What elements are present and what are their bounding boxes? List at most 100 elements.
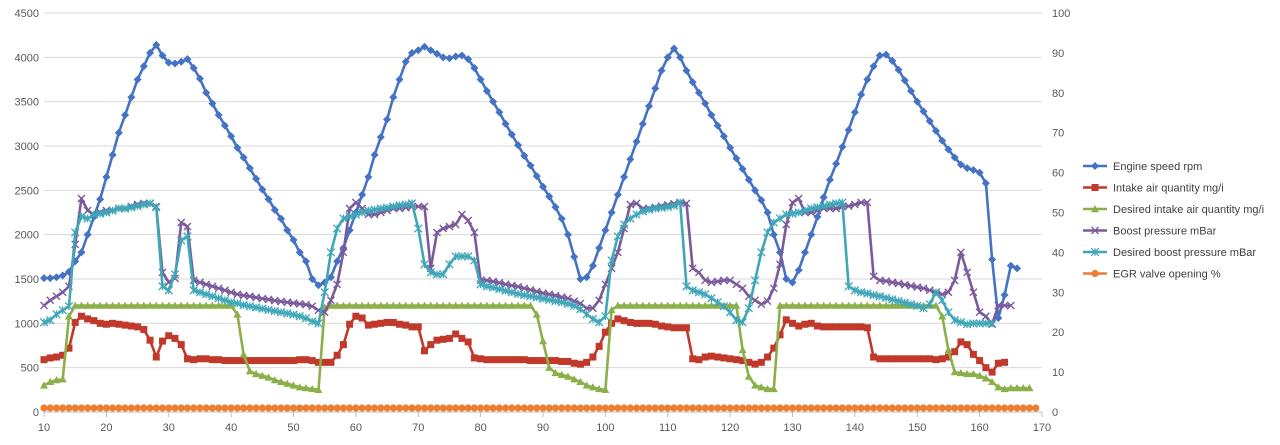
x-tick-label: 40	[225, 422, 237, 434]
data-point	[389, 301, 398, 309]
data-point	[420, 260, 429, 269]
data-point	[133, 404, 142, 412]
data-point	[664, 404, 672, 412]
data-point	[676, 301, 685, 309]
data-point	[389, 93, 398, 102]
data-point	[457, 51, 466, 60]
data-point	[875, 292, 885, 301]
data-point	[408, 323, 416, 331]
data-point	[794, 301, 803, 309]
data-point	[296, 356, 304, 364]
data-point	[239, 291, 248, 300]
data-point	[127, 322, 135, 330]
data-point	[569, 301, 579, 311]
data-point	[912, 301, 922, 311]
data-point	[439, 224, 448, 233]
data-point	[913, 283, 922, 292]
data-point	[445, 404, 454, 412]
y-tick-label: 0	[33, 407, 39, 419]
data-point	[464, 404, 472, 412]
data-point	[726, 276, 735, 285]
data-point	[183, 355, 191, 363]
data-point	[1006, 261, 1015, 270]
data-point	[308, 357, 316, 365]
data-point	[794, 266, 803, 275]
data-point	[894, 301, 903, 309]
data-point	[408, 48, 417, 57]
data-point	[944, 404, 953, 412]
data-point	[863, 75, 872, 84]
x-tick-label: 10	[38, 422, 50, 434]
data-point	[457, 301, 466, 309]
data-point	[551, 404, 560, 412]
data-point	[882, 404, 890, 412]
data-point	[220, 296, 230, 305]
data-point	[645, 301, 654, 309]
data-point	[501, 119, 510, 128]
data-point	[657, 301, 666, 309]
x-tick-label: 50	[287, 422, 299, 434]
data-point	[507, 301, 516, 309]
data-point	[357, 208, 367, 217]
data-point	[289, 404, 298, 412]
data-point	[675, 198, 685, 207]
data-point	[745, 404, 753, 412]
data-point	[1006, 384, 1015, 392]
data-point	[845, 323, 853, 331]
data-point	[632, 199, 641, 208]
data-point	[714, 353, 722, 361]
data-point	[40, 274, 48, 283]
data-point	[65, 404, 73, 412]
data-point	[645, 404, 653, 412]
data-point	[246, 404, 254, 412]
data-point	[1000, 404, 1009, 412]
data-point	[695, 404, 703, 412]
data-point	[170, 59, 179, 68]
data-point	[501, 301, 510, 309]
data-point	[751, 186, 760, 195]
data-point	[414, 46, 423, 55]
data-point	[863, 324, 871, 332]
data-point	[857, 90, 866, 99]
data-point	[233, 290, 242, 299]
data-point	[576, 377, 585, 386]
data-point	[963, 369, 972, 378]
data-point	[239, 153, 248, 162]
data-point	[770, 404, 778, 412]
data-point	[583, 358, 591, 366]
data-point	[1000, 384, 1009, 393]
data-point	[595, 342, 603, 350]
data-point	[489, 404, 497, 412]
data-point	[738, 165, 747, 174]
data-point	[682, 301, 691, 309]
data-point	[476, 301, 485, 309]
data-point	[58, 271, 67, 280]
data-point	[589, 353, 597, 361]
data-point	[844, 301, 853, 309]
data-point	[295, 311, 304, 321]
data-point	[919, 304, 928, 313]
data-point	[944, 288, 953, 297]
data-point	[301, 384, 310, 392]
data-point	[183, 55, 192, 64]
data-point	[134, 323, 142, 331]
data-point	[782, 275, 791, 283]
data-point	[838, 198, 847, 207]
data-point	[776, 301, 785, 309]
data-point	[170, 270, 180, 279]
data-point	[270, 296, 279, 305]
data-point	[177, 301, 186, 309]
data-point	[757, 300, 766, 309]
data-point	[159, 337, 167, 345]
data-point	[626, 200, 635, 209]
data-point	[663, 53, 672, 62]
data-point	[314, 319, 323, 328]
data-point	[214, 110, 223, 119]
data-point	[414, 323, 422, 331]
data-point	[164, 58, 173, 67]
data-point	[657, 66, 666, 75]
data-point	[77, 301, 86, 309]
data-point	[52, 273, 61, 282]
data-point	[826, 323, 834, 331]
